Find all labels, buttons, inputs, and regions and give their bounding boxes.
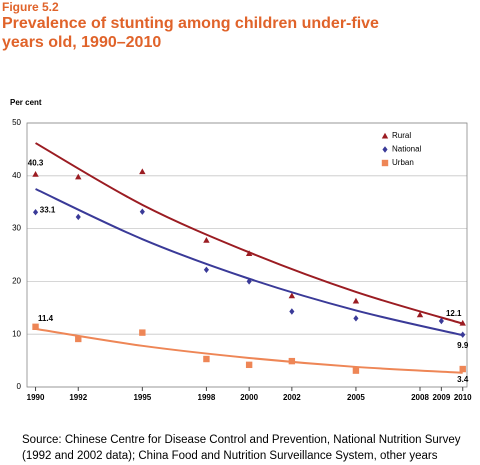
x-tick-label: 2005 <box>347 393 365 402</box>
data-point <box>460 331 466 338</box>
data-label: 3.4 <box>457 375 469 384</box>
figure-label: Figure 5.2 <box>2 0 59 14</box>
data-point <box>32 323 39 331</box>
data-point <box>288 357 296 365</box>
y-tick-label: 0 <box>17 382 22 391</box>
data-point <box>245 361 253 369</box>
x-tick-label: 2010 <box>454 393 472 402</box>
y-tick-label: 30 <box>12 224 21 233</box>
x-tick-label: 2002 <box>283 393 301 402</box>
data-label: 33.1 <box>40 205 56 214</box>
data-label: 9.9 <box>457 341 469 350</box>
source-note: Source: Chinese Centre for Disease Contr… <box>22 434 461 462</box>
data-point <box>246 278 252 285</box>
x-tick-label: 2009 <box>432 393 450 402</box>
y-tick-label: 20 <box>12 277 21 286</box>
data-label: 11.4 <box>38 314 54 323</box>
data-point <box>288 292 296 299</box>
trend-line <box>35 188 463 337</box>
y-axis-label: Per cent <box>10 98 42 107</box>
legend-label: National <box>392 145 422 154</box>
y-tick-label: 40 <box>12 171 21 180</box>
y-tick-label: 50 <box>12 118 21 127</box>
y-tick-label: 10 <box>12 329 21 338</box>
legend-marker <box>382 146 388 153</box>
chart-title: Prevalence of stunting among children un… <box>2 15 379 51</box>
data-point <box>352 367 360 374</box>
data-point <box>289 308 295 315</box>
legend-marker <box>381 132 389 139</box>
data-point <box>139 329 146 336</box>
x-tick-label: 1990 <box>27 393 45 402</box>
data-point <box>459 319 466 326</box>
plot-frame <box>26 122 468 388</box>
data-point <box>75 173 82 180</box>
trend-line <box>35 327 463 374</box>
data-point <box>32 171 39 177</box>
data-point <box>459 365 466 373</box>
data-point <box>32 209 39 216</box>
data-point <box>75 335 82 343</box>
x-tick-label: 1992 <box>69 393 87 402</box>
x-tick-label: 2008 <box>411 393 429 402</box>
x-tick-label: 1995 <box>133 393 151 402</box>
data-label: 12.1 <box>446 309 462 318</box>
data-point <box>416 311 424 318</box>
legend-marker <box>381 159 389 167</box>
data-point <box>75 213 81 221</box>
data-point <box>353 315 359 322</box>
data-point <box>203 237 210 243</box>
data-point <box>438 317 444 325</box>
data-point <box>203 266 209 273</box>
chart: Per cent 0 10 20 30 40 50 1990 1992 1995 1998 2000… <box>10 98 472 402</box>
x-tick-label: 2000 <box>240 393 258 402</box>
data-point <box>139 208 145 215</box>
x-tick-label: 1998 <box>198 393 216 402</box>
legend-label: Rural <box>392 131 411 140</box>
trend-line <box>35 142 464 325</box>
data-label: 40.3 <box>28 158 44 167</box>
data-point <box>139 168 146 175</box>
legend-label: Urban <box>392 158 414 167</box>
data-point <box>352 297 360 304</box>
data-point <box>203 355 210 363</box>
data-point <box>245 250 253 256</box>
